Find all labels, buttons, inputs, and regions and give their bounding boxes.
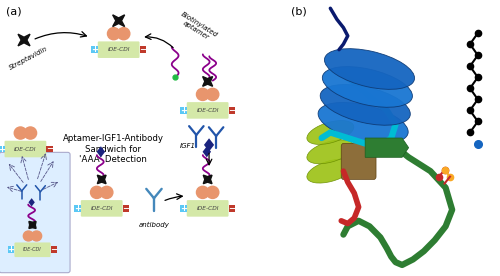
Circle shape bbox=[196, 88, 209, 100]
Text: IDE-CDI: IDE-CDI bbox=[23, 247, 42, 252]
FancyBboxPatch shape bbox=[186, 102, 228, 119]
Ellipse shape bbox=[307, 159, 354, 183]
FancyBboxPatch shape bbox=[8, 246, 14, 253]
Polygon shape bbox=[202, 76, 212, 86]
Polygon shape bbox=[18, 34, 30, 46]
Polygon shape bbox=[365, 138, 408, 157]
FancyBboxPatch shape bbox=[81, 200, 122, 217]
Text: +: + bbox=[0, 145, 4, 153]
FancyBboxPatch shape bbox=[74, 205, 81, 212]
Ellipse shape bbox=[307, 121, 354, 144]
Circle shape bbox=[32, 231, 42, 241]
FancyBboxPatch shape bbox=[0, 152, 70, 273]
Polygon shape bbox=[29, 221, 36, 229]
Circle shape bbox=[14, 127, 26, 139]
Text: Biotinylated
aptamer: Biotinylated aptamer bbox=[176, 11, 219, 44]
Text: antibody: antibody bbox=[138, 222, 170, 228]
Polygon shape bbox=[112, 15, 124, 26]
Text: IDE-CDI: IDE-CDI bbox=[196, 108, 219, 113]
Circle shape bbox=[108, 28, 120, 40]
Text: IDE-CDI: IDE-CDI bbox=[90, 206, 113, 211]
Ellipse shape bbox=[324, 49, 414, 89]
FancyBboxPatch shape bbox=[46, 146, 53, 152]
FancyBboxPatch shape bbox=[98, 41, 140, 58]
Text: IDE-CDI: IDE-CDI bbox=[196, 206, 219, 211]
Circle shape bbox=[206, 186, 219, 198]
Ellipse shape bbox=[320, 84, 410, 125]
FancyBboxPatch shape bbox=[228, 107, 235, 114]
Text: +: + bbox=[180, 106, 187, 115]
FancyBboxPatch shape bbox=[228, 205, 235, 212]
FancyBboxPatch shape bbox=[0, 146, 4, 152]
Circle shape bbox=[90, 186, 103, 198]
FancyBboxPatch shape bbox=[14, 243, 51, 257]
Text: (a): (a) bbox=[6, 7, 22, 17]
FancyBboxPatch shape bbox=[91, 46, 98, 53]
Polygon shape bbox=[204, 138, 214, 152]
FancyBboxPatch shape bbox=[122, 205, 130, 212]
Circle shape bbox=[24, 127, 36, 139]
Ellipse shape bbox=[322, 67, 412, 107]
FancyBboxPatch shape bbox=[180, 205, 186, 212]
Text: IGF1: IGF1 bbox=[180, 143, 196, 149]
Text: −: − bbox=[228, 204, 235, 213]
FancyBboxPatch shape bbox=[140, 46, 146, 53]
Text: −: − bbox=[122, 204, 130, 213]
Text: −: − bbox=[140, 45, 146, 54]
FancyBboxPatch shape bbox=[180, 107, 186, 114]
Text: Aptamer-IGF1-Antibody
Sandwich for
'AAA' Detection: Aptamer-IGF1-Antibody Sandwich for 'AAA'… bbox=[62, 134, 164, 164]
Text: +: + bbox=[91, 45, 98, 54]
Text: −: − bbox=[50, 245, 58, 254]
Circle shape bbox=[206, 88, 219, 100]
FancyBboxPatch shape bbox=[341, 144, 376, 179]
Circle shape bbox=[118, 28, 130, 40]
Polygon shape bbox=[203, 175, 212, 184]
Polygon shape bbox=[28, 198, 35, 206]
Text: +: + bbox=[180, 204, 187, 213]
Text: Streptavidin: Streptavidin bbox=[8, 45, 48, 71]
Text: −: − bbox=[228, 106, 235, 115]
FancyBboxPatch shape bbox=[50, 246, 58, 253]
Circle shape bbox=[100, 186, 113, 198]
Ellipse shape bbox=[318, 102, 408, 143]
Text: (b): (b) bbox=[291, 7, 307, 17]
Circle shape bbox=[24, 231, 34, 241]
Text: +: + bbox=[74, 204, 81, 213]
Ellipse shape bbox=[307, 140, 354, 164]
Text: IDE-CDI: IDE-CDI bbox=[14, 147, 36, 152]
Circle shape bbox=[196, 186, 209, 198]
FancyBboxPatch shape bbox=[186, 200, 228, 217]
Polygon shape bbox=[202, 146, 211, 157]
Text: −: − bbox=[46, 145, 53, 153]
FancyBboxPatch shape bbox=[4, 141, 46, 157]
Text: +: + bbox=[8, 245, 14, 254]
Text: IDE-CDI: IDE-CDI bbox=[108, 47, 130, 52]
Polygon shape bbox=[98, 175, 106, 184]
Polygon shape bbox=[96, 146, 105, 157]
